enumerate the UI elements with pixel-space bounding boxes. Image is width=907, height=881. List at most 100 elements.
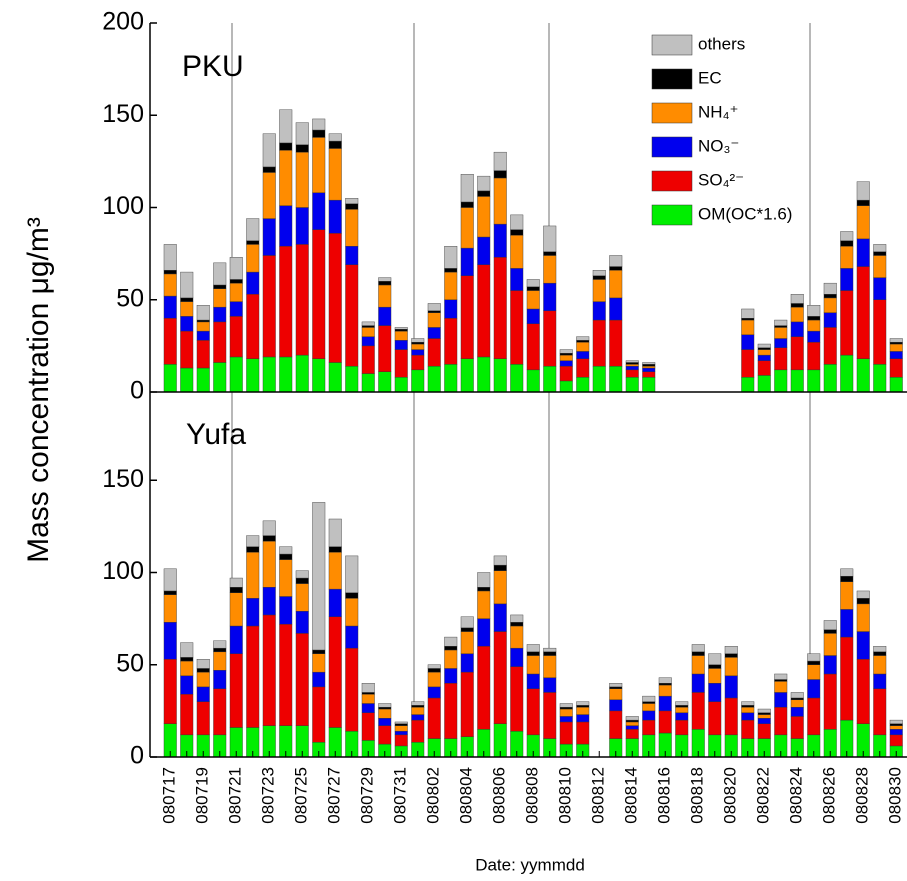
bar-segment (262, 133, 276, 168)
bar-segment (559, 360, 573, 367)
bar-segment (444, 299, 458, 319)
bar-segment (196, 701, 210, 736)
bar-segment (823, 620, 837, 630)
bar-segment (394, 327, 408, 330)
bar-segment (196, 668, 210, 673)
bar-segment (856, 631, 870, 660)
bar-segment (889, 338, 903, 343)
bar-segment (196, 305, 210, 321)
bar-segment (856, 603, 870, 632)
bar-segment (840, 246, 854, 269)
bar-segment (609, 266, 623, 271)
legend-swatch (651, 136, 693, 158)
bar-segment (427, 365, 441, 393)
bar-segment (213, 640, 227, 649)
bar-segment (312, 649, 326, 654)
bar-segment (625, 729, 639, 739)
x-tick-label: 080729 (358, 767, 377, 824)
bar-segment (559, 721, 573, 745)
bar-segment (262, 540, 276, 588)
bar-segment (493, 631, 507, 724)
bar-segment (609, 319, 623, 367)
bar-segment (493, 151, 507, 171)
bar-segment (213, 670, 227, 689)
bar-segment (213, 647, 227, 653)
bar-segment (526, 655, 540, 675)
bar-segment (246, 240, 260, 245)
bar-segment (262, 166, 276, 173)
bar-segment (328, 518, 342, 547)
bar-segment (889, 729, 903, 736)
bar-segment (741, 705, 755, 708)
bar-segment (774, 319, 788, 326)
bar-segment (807, 660, 821, 665)
bar-segment (163, 318, 177, 365)
bar-segment (889, 343, 903, 352)
bar-segment (361, 692, 375, 695)
y-tick-label: 50 (116, 284, 144, 312)
bar-segment (279, 553, 293, 560)
bar-segment (642, 377, 656, 393)
bar-segment (774, 679, 788, 682)
bar-segment (823, 655, 837, 675)
bar-segment (460, 671, 474, 737)
bar-segment (526, 644, 540, 653)
bar-segment (444, 364, 458, 393)
legend-swatch (651, 34, 693, 56)
bar-segment (328, 546, 342, 553)
bar-segment (378, 277, 392, 282)
bar-segment (312, 653, 326, 673)
bar-segment (180, 301, 194, 317)
bar-segment (592, 279, 606, 302)
x-tick-label: 080721 (226, 767, 245, 824)
x-tick-label: 080808 (523, 767, 542, 824)
bar-segment (873, 673, 887, 689)
bar-segment (477, 175, 491, 192)
bar-segment (163, 364, 177, 393)
bar-segment (312, 118, 326, 131)
bar-segment (394, 329, 408, 332)
bar-segment (856, 598, 870, 605)
bar-segment (394, 349, 408, 378)
y-tick-label: 150 (102, 465, 144, 493)
bar-segment (642, 719, 656, 736)
bar-segment (427, 327, 441, 339)
bar-segment (262, 356, 276, 393)
bar-segment (427, 671, 441, 688)
bar-segment (279, 623, 293, 726)
bar-segment (312, 192, 326, 230)
bar-segment (856, 358, 870, 393)
bar-segment (576, 705, 590, 708)
bar-segment (873, 244, 887, 252)
bar-segment (873, 655, 887, 675)
bar-segment (823, 282, 837, 295)
bar-segment (741, 377, 755, 393)
bar-segment (873, 646, 887, 653)
bar-segment (378, 725, 392, 745)
bar-segment (411, 719, 425, 743)
panel-title: Yufa (186, 418, 246, 451)
bar-segment (196, 340, 210, 369)
x-tick-label: 080723 (259, 767, 278, 824)
bar-segment (856, 659, 870, 724)
bar-segment (807, 316, 821, 321)
bar-segment (559, 708, 573, 717)
bar-segment (493, 603, 507, 632)
bar-segment (840, 575, 854, 582)
bar-segment (411, 341, 425, 345)
bar-segment (460, 653, 474, 673)
bar-segment (724, 646, 738, 654)
bar-segment (774, 673, 788, 680)
bar-segment (609, 365, 623, 393)
bar-segment (510, 364, 524, 393)
bar-segment (427, 338, 441, 367)
x-tick-label: 080822 (754, 767, 773, 824)
bar-segment (757, 349, 771, 356)
bar-segment (345, 555, 359, 593)
legend-label: NO₃⁻ (698, 136, 739, 155)
bar-segment (625, 362, 639, 365)
bar-segment (790, 369, 804, 393)
bar-segment (823, 327, 837, 365)
bar-segment (691, 651, 705, 656)
bar-segment (691, 655, 705, 675)
